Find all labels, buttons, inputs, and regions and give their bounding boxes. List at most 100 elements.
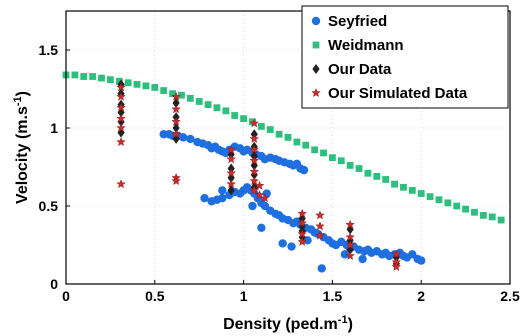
legend-marker-star	[311, 88, 321, 98]
star-data-point	[315, 210, 325, 220]
square-data-point	[169, 90, 176, 98]
star-data-point	[297, 236, 307, 246]
square-data-point	[408, 187, 416, 194]
circle-data-point	[358, 254, 367, 264]
star-data-point	[315, 230, 325, 240]
plot-area	[62, 71, 505, 273]
axis-ticks: 0 0.5 1 1.5 2 2.5 0 0.5 1 1.5	[39, 42, 520, 304]
square-data-point	[497, 216, 505, 224]
star-data-point	[116, 123, 126, 133]
diamond-data-point	[346, 224, 354, 235]
square-data-point	[89, 73, 97, 80]
legend-label: Weidmann	[328, 37, 404, 54]
square-data-point	[391, 180, 398, 188]
star-data-point	[297, 229, 307, 239]
square-data-point	[444, 199, 452, 207]
square-data-point	[479, 211, 487, 219]
square-data-point	[115, 77, 123, 85]
diamond-data-point	[117, 116, 125, 127]
square-data-point	[471, 208, 478, 216]
star-data-point	[171, 91, 181, 101]
square-data-point	[160, 87, 168, 94]
circle-data-point	[340, 250, 350, 259]
y-tick-label: 0	[50, 276, 58, 292]
square-data-point	[346, 162, 354, 169]
star-data-point	[171, 116, 181, 126]
star-data-point	[249, 155, 259, 165]
circle-data-point	[278, 239, 287, 248]
square-data-point	[400, 183, 407, 191]
square-data-point	[320, 149, 327, 157]
star-data-point	[226, 168, 236, 178]
star-data-point	[226, 144, 236, 154]
square-data-point	[107, 76, 114, 84]
star-data-point	[171, 104, 181, 114]
circle-data-point	[186, 134, 195, 144]
square-data-point	[178, 91, 185, 99]
star-data-point	[254, 180, 265, 190]
legend-marker-diamond	[312, 64, 320, 74]
square-data-point	[124, 79, 132, 87]
x-tick-label: 0	[62, 288, 70, 304]
square-data-point	[142, 82, 150, 90]
legend-label: Our Simulated Data	[328, 85, 468, 102]
x-axis-title: Density (ped.m-1)	[223, 314, 353, 333]
circle-data-point	[299, 165, 309, 175]
square-data-point	[293, 138, 301, 146]
star-data-point	[116, 113, 126, 123]
star-data-point	[116, 102, 126, 112]
circle-data-point	[248, 201, 257, 211]
star-data-point	[249, 176, 259, 186]
square-data-point	[302, 141, 310, 149]
diamond-data-point	[117, 127, 125, 138]
star-data-point	[297, 218, 307, 228]
star-data-point	[249, 133, 259, 143]
series-star	[116, 82, 402, 271]
star-data-point	[391, 249, 402, 259]
star-data-point	[345, 232, 355, 242]
star-data-point	[391, 261, 402, 271]
square-data-point	[257, 123, 265, 130]
square-data-point	[213, 104, 221, 112]
star-data-point	[226, 154, 236, 164]
circle-data-point	[303, 236, 312, 245]
square-data-point	[311, 146, 319, 154]
y-tick-label: 0.5	[39, 198, 59, 214]
square-data-point	[462, 205, 469, 213]
x-tick-label: 2	[417, 288, 425, 304]
y-tick-label: 1	[50, 120, 58, 136]
square-data-point	[240, 115, 247, 123]
y-tick-label: 1.5	[39, 42, 59, 58]
circle-data-point	[179, 133, 188, 142]
star-data-point	[116, 137, 126, 147]
square-data-point	[133, 80, 141, 88]
diamond-data-point	[117, 107, 125, 118]
diamond-data-point	[172, 123, 180, 133]
x-tick-label: 0.5	[145, 288, 165, 304]
x-tick-label: 2.5	[500, 288, 520, 304]
square-data-point	[284, 133, 292, 141]
square-data-point	[80, 73, 88, 80]
diamond-data-point	[227, 185, 235, 196]
star-data-point	[171, 129, 181, 139]
circle-data-point	[417, 256, 426, 265]
diamond-data-point	[250, 169, 258, 180]
diamond-data-point	[172, 98, 180, 109]
square-data-point	[195, 98, 203, 105]
star-data-point	[249, 166, 259, 176]
x-tick-label: 1	[240, 288, 248, 304]
y-axis-title: Velocity (m.s-1)	[12, 91, 31, 204]
square-data-point	[151, 84, 159, 91]
square-data-point	[417, 190, 425, 197]
star-data-point	[116, 82, 126, 92]
square-data-point	[435, 196, 443, 204]
legend-marker-square	[312, 41, 320, 49]
star-data-point	[116, 179, 126, 189]
square-data-point	[373, 172, 381, 180]
star-data-point	[249, 118, 259, 128]
square-data-point	[488, 213, 496, 221]
star-data-point	[345, 240, 355, 250]
square-data-point	[98, 74, 105, 82]
square-data-point	[231, 112, 239, 119]
square-data-point	[71, 71, 79, 79]
